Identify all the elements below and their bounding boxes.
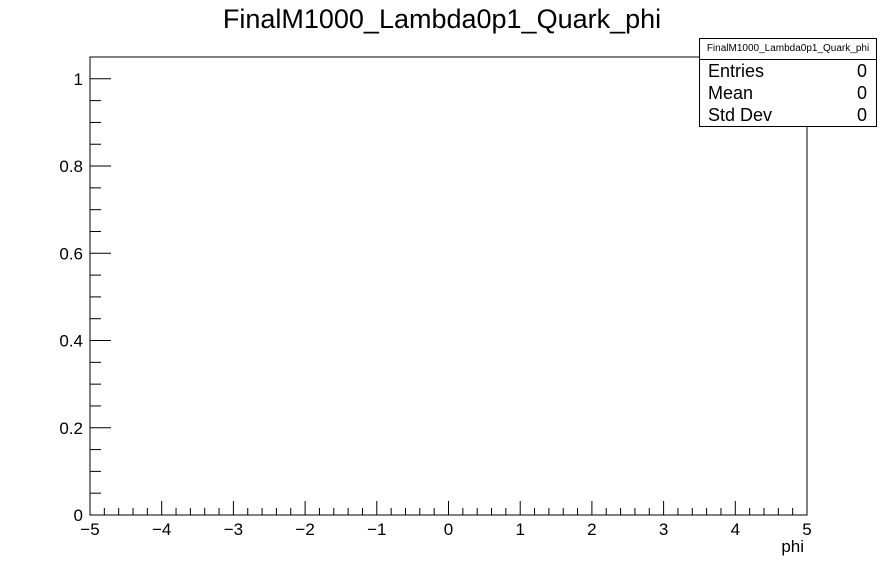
stats-value: 0 xyxy=(856,61,867,81)
stats-box: FinalM1000_Lambda0p1_Quark_phi Entries 0… xyxy=(699,38,877,127)
x-tick-label: 2 xyxy=(587,520,596,539)
x-tick-label: 5 xyxy=(802,520,811,539)
x-tick-label: −1 xyxy=(367,520,386,539)
y-tick-label: 1 xyxy=(74,70,83,89)
stats-row-stddev: Std Dev 0 xyxy=(700,104,876,126)
x-tick-label: 4 xyxy=(731,520,740,539)
x-tick-label: −4 xyxy=(152,520,171,539)
stats-row-mean: Mean 0 xyxy=(700,82,876,104)
stats-label: Mean xyxy=(708,83,754,103)
y-tick-label: 0.4 xyxy=(59,332,83,351)
y-tick-label: 0 xyxy=(74,506,83,525)
x-axis-title: phi xyxy=(781,537,804,556)
y-tick-label: 0.6 xyxy=(59,244,83,263)
stats-row-entries: Entries 0 xyxy=(700,60,876,82)
x-tick-label: −3 xyxy=(224,520,243,539)
stats-label: Entries xyxy=(708,61,765,81)
chart-title: FinalM1000_Lambda0p1_Quark_phi xyxy=(222,4,662,34)
x-tick-label: 0 xyxy=(444,520,453,539)
stats-value: 0 xyxy=(856,105,867,125)
x-tick-label: −5 xyxy=(80,520,99,539)
x-tick-label: 3 xyxy=(659,520,668,539)
stats-label: Std Dev xyxy=(708,105,773,125)
x-axis: −5 −4 −3 −2 −1 0 1 2 3 4 5 xyxy=(80,501,812,539)
x-tick-label: 1 xyxy=(515,520,524,539)
stats-value: 0 xyxy=(856,83,867,103)
x-tick-label: −2 xyxy=(295,520,314,539)
y-tick-label: 0.8 xyxy=(59,157,83,176)
stats-box-title: FinalM1000_Lambda0p1_Quark_phi xyxy=(700,39,876,60)
y-tick-label: 0.2 xyxy=(59,419,83,438)
y-axis: 0 0.2 0.4 0.6 0.8 1 xyxy=(59,56,111,525)
